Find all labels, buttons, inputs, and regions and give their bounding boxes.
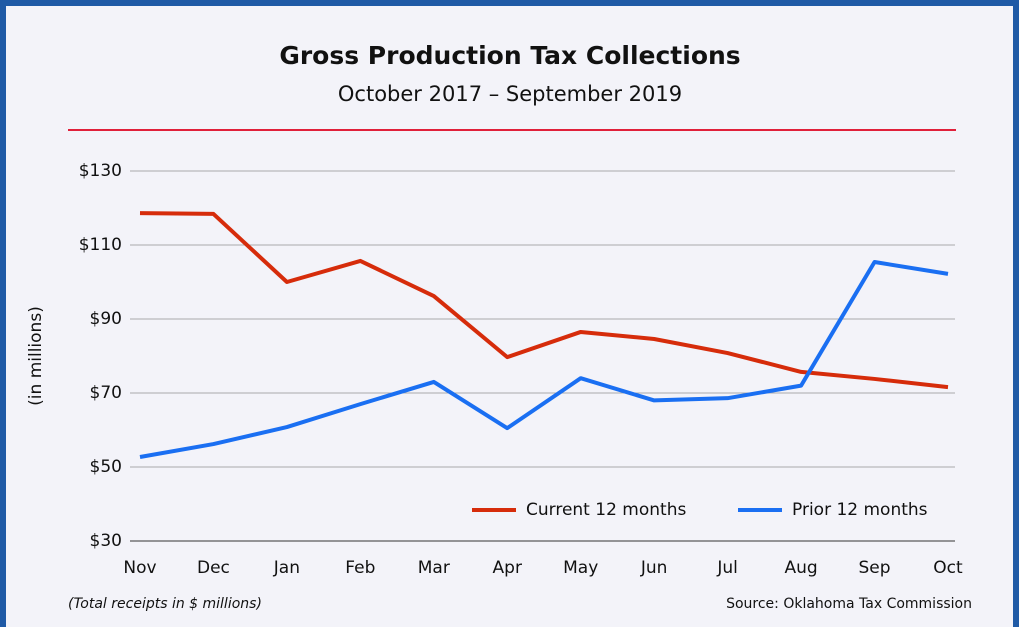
source: Source: Oklahoma Tax Commission <box>726 596 972 612</box>
y-tick-label: $130 <box>79 161 122 181</box>
series-line <box>139 260 949 459</box>
legend-label: Prior 12 months <box>792 500 928 520</box>
x-tick-label: Nov <box>123 558 156 578</box>
x-tick-label: Mar <box>418 558 450 578</box>
note: (Total receipts in $ millions) <box>68 596 262 612</box>
x-tick-label: Dec <box>197 558 230 578</box>
series-line <box>139 211 949 390</box>
x-tick-label: Aug <box>784 558 817 578</box>
y-axis-label: (in millions) <box>26 306 46 406</box>
y-tick-label: $50 <box>90 457 122 477</box>
chart-title: Gross Production Tax Collections <box>279 41 740 70</box>
y-tick-label: $110 <box>79 235 122 255</box>
x-tick-label: Jun <box>640 558 668 578</box>
y-tick-label: $90 <box>90 309 122 329</box>
x-tick-label: Feb <box>345 558 375 578</box>
x-tick-label: Jul <box>716 558 738 578</box>
legend-label: Current 12 months <box>526 500 686 520</box>
y-tick-label: $70 <box>90 383 122 403</box>
y-tick-label: $30 <box>90 531 122 551</box>
x-tick-label: Jan <box>273 558 300 578</box>
x-tick-label: May <box>563 558 598 578</box>
x-tick-label: Sep <box>859 558 891 578</box>
chart-subtitle: October 2017 – September 2019 <box>338 82 682 106</box>
x-tick-label: Oct <box>933 558 963 578</box>
x-tick-label: Apr <box>493 558 522 578</box>
